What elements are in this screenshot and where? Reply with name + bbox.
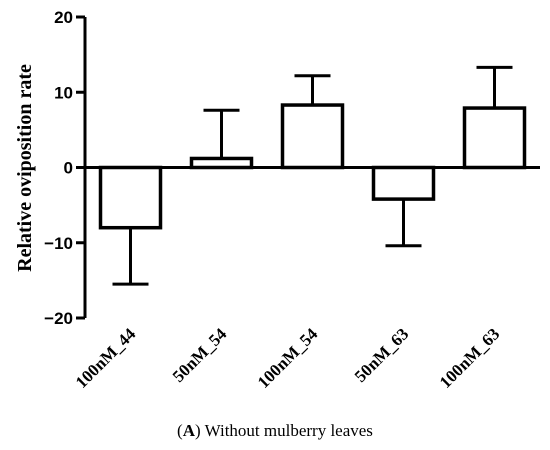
figure-caption: (A) Without mulberry leaves (0, 421, 550, 441)
y-tick-label: −20 (44, 309, 73, 328)
x-tick-label: 50nM_63 (351, 324, 413, 386)
x-tick-label: 100nM_63 (436, 324, 504, 392)
bar (371, 165, 436, 201)
bar-chart: −20 −10 0 10 20 100nM_44 50nM_54 100nM_54 50nM_… (14, 8, 540, 392)
caption-prefix: ( (177, 421, 183, 440)
caption-letter: A (182, 421, 195, 440)
y-tick-label: −10 (44, 234, 73, 253)
bar (280, 103, 345, 170)
bar (189, 156, 254, 170)
x-axis-labels: 100nM_44 50nM_54 100nM_54 50nM_63 100nM_63 (72, 324, 504, 392)
y-axis-title: Relative oviposition rate (14, 64, 36, 272)
bars (98, 65, 527, 286)
x-tick-label: 100nM_44 (72, 324, 140, 392)
y-tick-label: 10 (54, 83, 73, 102)
x-tick-label: 100nM_54 (254, 324, 322, 392)
y-tick-label: 0 (64, 159, 73, 178)
y-tick-label: 20 (54, 8, 73, 27)
caption-text: ) Without mulberry leaves (195, 421, 373, 440)
bar (98, 165, 163, 230)
x-tick-label: 50nM_54 (169, 324, 231, 386)
bar (462, 106, 527, 170)
